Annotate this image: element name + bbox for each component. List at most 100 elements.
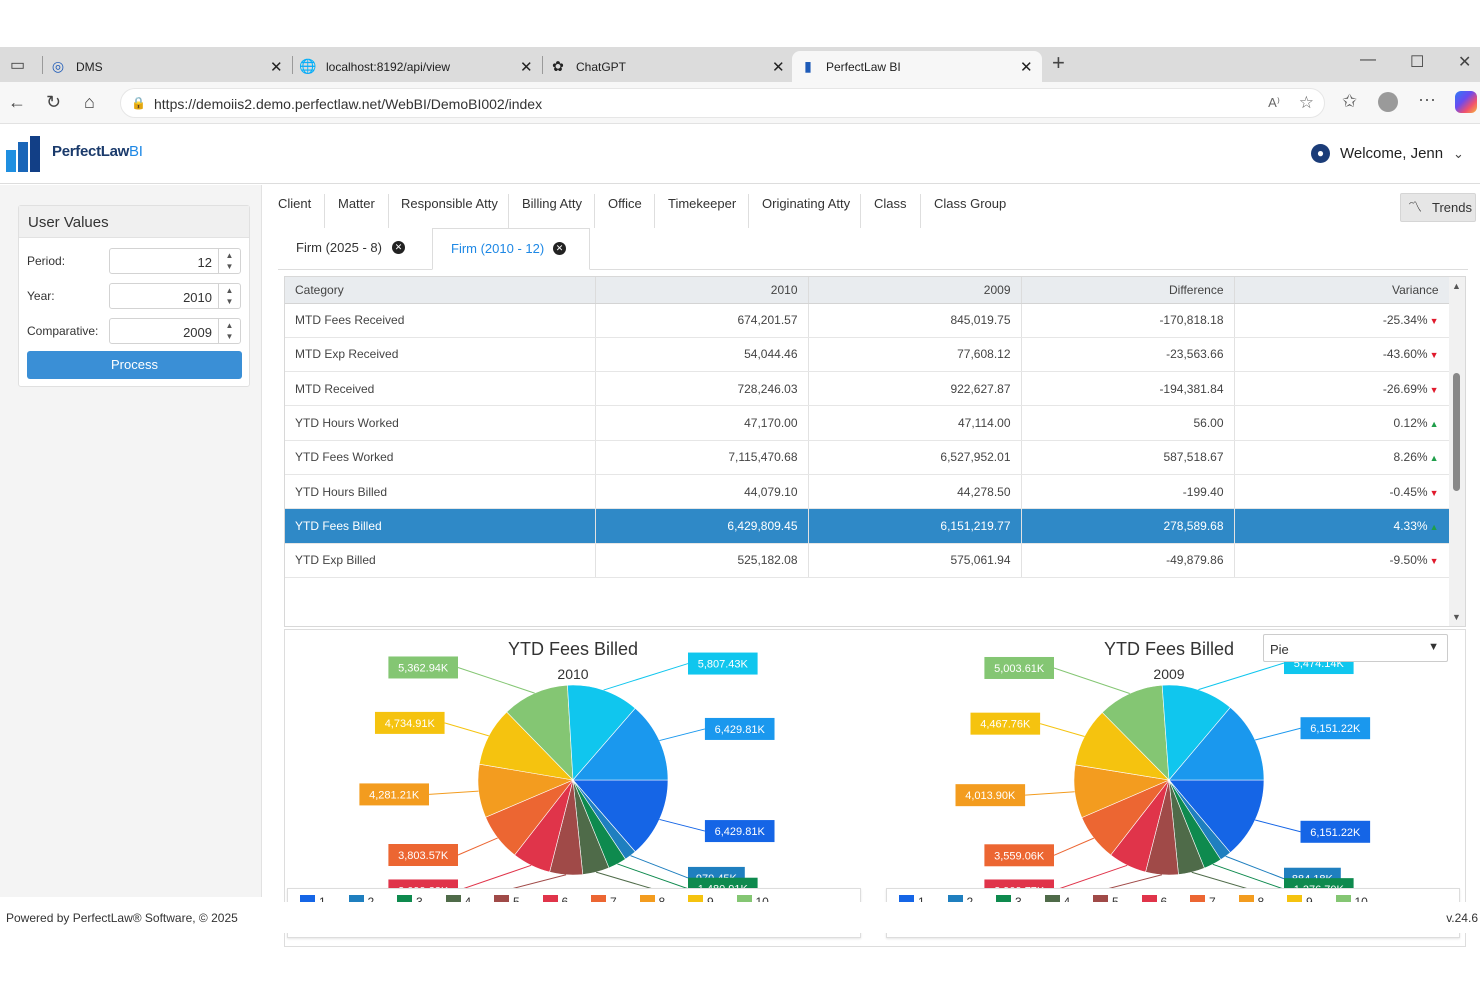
data-label-box (388, 656, 458, 679)
pie-slice[interactable] (1168, 707, 1265, 781)
period-stepper[interactable]: 12 ▲ ▼ (109, 248, 241, 274)
welcome-text[interactable]: Welcome, Jenn (1340, 145, 1444, 162)
table-cell: -23,563.66 (1021, 337, 1235, 373)
pie-chart-2009: YTD Fees Billed20096,151.22K884.18K1,376… (955, 639, 1371, 888)
column-header[interactable]: Variance (1234, 277, 1450, 304)
app-logo: PerfectLawBI (52, 143, 143, 160)
year-row: Year: 2010 ▲ ▼ (27, 283, 243, 309)
browser-tab-chatgpt[interactable]: ✿ ChatGPT ✕ (550, 51, 790, 82)
table-cell: 44,079.10 (595, 474, 809, 510)
profile-avatar[interactable] (1378, 92, 1398, 112)
tab-matter[interactable]: Matter (338, 196, 375, 211)
grid-scrollbar[interactable]: ▲ ▼ (1449, 277, 1465, 626)
close-tab-icon[interactable]: ✕ (270, 58, 283, 76)
copilot-icon[interactable] (1455, 91, 1477, 113)
pie-slice[interactable] (572, 779, 669, 853)
arrow-up-icon: ▲ (1429, 521, 1439, 532)
spinner-icon[interactable]: ▲ ▼ (218, 249, 240, 273)
table-row[interactable]: YTD Exp Billed 525,182.08 575,061.94 -49,87… (285, 543, 1450, 578)
tab-class-group[interactable]: Class Group (934, 196, 1007, 211)
tab-client[interactable]: Client (278, 196, 312, 211)
perfectlaw-icon: ▮ (804, 58, 812, 74)
pie-slice[interactable] (1168, 779, 1265, 853)
table-cell: -199.40 (1021, 474, 1235, 510)
table-row[interactable]: MTD Exp Received 54,044.46 77,608.12 -23,56… (285, 337, 1450, 373)
firm-tab-2010[interactable]: Firm (2010 - 12) ✕ (432, 228, 590, 270)
browser-tab-localhost[interactable]: 🌐 localhost:8192/api/view ✕ (299, 58, 533, 76)
more-menu-icon[interactable]: ··· (1418, 89, 1436, 109)
close-window-icon[interactable]: ✕ (1458, 54, 1472, 71)
pie-slice[interactable] (567, 684, 636, 781)
table-row[interactable]: YTD Fees Billed 6,429,809.45 6,151,219.77 2… (285, 508, 1450, 544)
data-label: 1,376.70K (1294, 884, 1345, 888)
tab-timekeeper[interactable]: Timekeeper (668, 196, 737, 211)
favorites-icon[interactable]: ✩ (1342, 91, 1358, 111)
close-tab-icon[interactable]: ✕ (553, 242, 566, 255)
table-row[interactable]: MTD Fees Received 674,201.57 845,019.75 -17… (285, 303, 1450, 338)
close-tab-icon[interactable]: ✕ (1020, 58, 1033, 76)
trends-button[interactable]: 〽 Trends (1400, 193, 1476, 222)
back-icon[interactable]: ← (8, 92, 26, 112)
column-header[interactable]: Category (285, 277, 596, 304)
home-icon[interactable]: ⌂ (84, 92, 95, 112)
tab-originating-atty[interactable]: Originating Atty (762, 196, 851, 211)
data-label-box (374, 711, 445, 734)
label-leader-line (603, 663, 689, 691)
column-header[interactable]: Difference (1021, 277, 1235, 304)
close-tab-icon[interactable]: ✕ (772, 58, 785, 76)
chart-type-select[interactable]: Pie ▼ (1263, 634, 1448, 662)
favorite-star-icon[interactable]: ☆ (1298, 93, 1314, 112)
column-header[interactable]: 2009 (808, 277, 1022, 304)
pie-slice[interactable] (506, 684, 574, 781)
tab-actions-icon[interactable]: ▭ (10, 57, 26, 74)
tab-billing-atty[interactable]: Billing Atty (522, 196, 582, 211)
chevron-down-icon[interactable]: ⌄ (1453, 146, 1464, 161)
read-aloud-icon[interactable]: A⁾ (1268, 95, 1280, 110)
logo-icon (6, 136, 44, 172)
table-row[interactable]: YTD Hours Billed 44,079.10 44,278.50 -199.4… (285, 474, 1450, 510)
close-tab-icon[interactable]: ✕ (392, 241, 405, 254)
pie-slice[interactable] (572, 707, 669, 781)
scroll-down-icon[interactable]: ▼ (1452, 612, 1461, 622)
comparative-row: Comparative: 2009 ▲ ▼ (27, 318, 243, 344)
column-header[interactable]: 2010 (595, 277, 809, 304)
year-stepper[interactable]: 2010 ▲ ▼ (109, 283, 241, 309)
url-input[interactable]: 🔒 https://demoiis2.demo.perfectlaw.net/W… (120, 88, 1325, 118)
table-cell: 6,527,952.01 (808, 440, 1022, 475)
new-tab-button[interactable]: + (1052, 50, 1065, 75)
process-button[interactable]: Process (27, 351, 242, 379)
table-row[interactable]: MTD Received 728,246.03 922,627.87 -194,381… (285, 371, 1450, 407)
table-cell: -194,381.84 (1021, 371, 1235, 407)
spinner-icon[interactable]: ▲ ▼ (218, 319, 240, 343)
firm-tab-2025[interactable]: Firm (2025 - 8) ✕ (278, 228, 430, 270)
tab-responsible-atty[interactable]: Responsible Atty (401, 196, 498, 211)
browser-tab-perfectlaw[interactable]: ▮ PerfectLaw BI ✕ (792, 51, 1042, 82)
table-row[interactable]: YTD Hours Worked 47,170.00 47,114.00 56.00 0… (285, 405, 1450, 441)
maximize-icon[interactable]: ☐ (1410, 54, 1425, 71)
data-grid: Category 2010 2009 Difference Variance M… (284, 276, 1466, 627)
data-label-box (388, 844, 458, 867)
minimize-icon[interactable]: — (1360, 51, 1376, 68)
table-cell: 56.00 (1021, 405, 1235, 441)
arrow-down-icon: ▼ (1429, 556, 1439, 567)
comparative-stepper[interactable]: 2009 ▲ ▼ (109, 318, 241, 344)
table-cell: 54,044.46 (595, 337, 809, 373)
pie-slice[interactable] (1101, 684, 1170, 781)
spinner-icon[interactable]: ▲ ▼ (218, 284, 240, 308)
label-leader-line (457, 837, 498, 856)
user-icon[interactable]: ● (1311, 144, 1330, 163)
scroll-thumb[interactable] (1453, 373, 1460, 491)
tab-office[interactable]: Office (608, 196, 642, 211)
close-tab-icon[interactable]: ✕ (520, 58, 533, 76)
reload-icon[interactable]: ↻ (46, 92, 62, 112)
browser-tab-dms[interactable]: ◎ DMS ✕ (51, 58, 283, 76)
tab-class[interactable]: Class (874, 196, 907, 211)
browser-tab-strip: ▭ ◎ DMS ✕ 🌐 localhost:8192/api/view ✕ ✿ … (0, 47, 1480, 82)
table-row[interactable]: YTD Fees Worked 7,115,470.68 6,527,952.01 5… (285, 440, 1450, 475)
data-label: 4,467.76K (980, 719, 1031, 731)
data-label: 6,429.81K (715, 826, 766, 838)
scroll-up-icon[interactable]: ▲ (1452, 281, 1461, 291)
data-label: 4,281.21K (369, 789, 420, 801)
table-cell: -170,818.18 (1021, 303, 1235, 338)
table-cell: YTD Fees Worked (285, 440, 596, 475)
